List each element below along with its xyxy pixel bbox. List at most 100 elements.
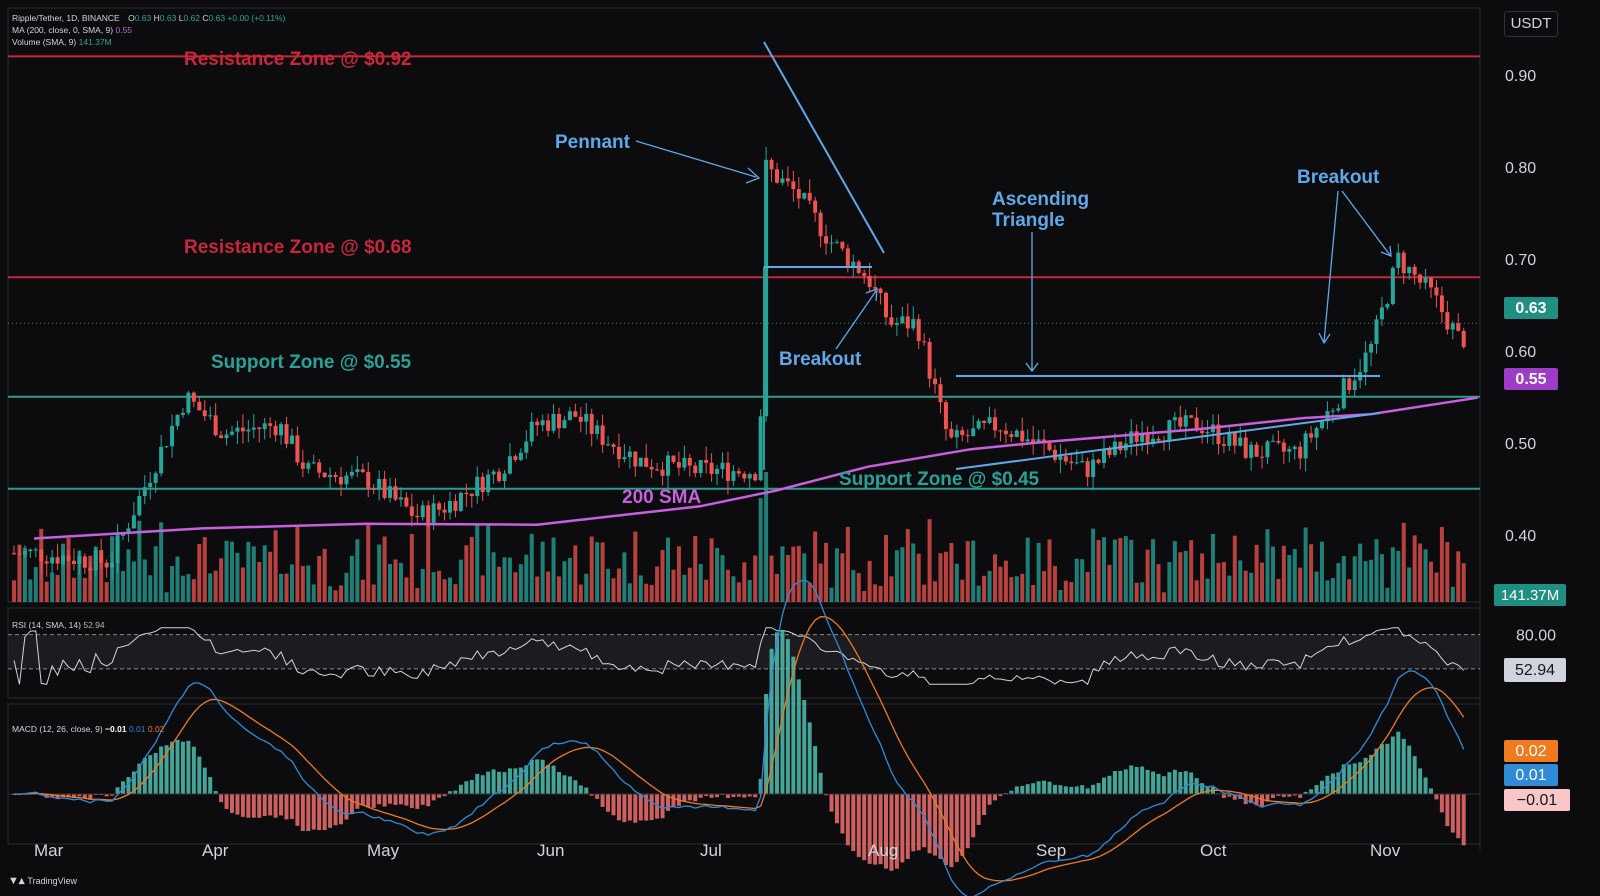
macd-hist-bar bbox=[731, 794, 736, 797]
volume-bar bbox=[420, 568, 425, 602]
volume-bar bbox=[1363, 561, 1368, 602]
candle-body bbox=[437, 503, 442, 510]
volume-bar bbox=[834, 548, 839, 602]
legend-macd: MACD (12, 26, close, 9) −0.01 0.01 0.02 bbox=[12, 724, 164, 734]
candle-body bbox=[44, 561, 49, 564]
legend-macd-label: MACD (12, 26, close, 9) bbox=[12, 724, 103, 734]
macd-hist-bar bbox=[66, 794, 71, 798]
volume-bar bbox=[191, 579, 196, 602]
macd-hist-bar bbox=[257, 794, 262, 818]
volume-bar bbox=[1238, 560, 1243, 602]
candle-body bbox=[540, 420, 545, 426]
volume-bar bbox=[960, 579, 965, 602]
candle-body bbox=[1036, 439, 1041, 442]
candle-body bbox=[1069, 461, 1074, 464]
legend-ma-label: MA (200, close, 0, SMA, 9) bbox=[12, 25, 114, 35]
macd-hist-bar bbox=[616, 794, 621, 821]
volume-bar bbox=[279, 573, 284, 602]
volume-bar bbox=[1336, 563, 1341, 602]
volume-bar bbox=[584, 573, 589, 602]
candle-body bbox=[807, 192, 812, 201]
macd-hist-bar bbox=[1020, 785, 1025, 794]
volume-bar bbox=[1407, 567, 1412, 602]
macd-hist-bar bbox=[1123, 769, 1128, 794]
volume-bar bbox=[475, 524, 480, 602]
volume-bar bbox=[55, 574, 60, 602]
macd-hist-bar bbox=[884, 794, 888, 869]
volume-bar bbox=[464, 545, 469, 602]
candle-body bbox=[736, 471, 741, 474]
candle-body bbox=[1385, 304, 1390, 308]
macd-hist-bar bbox=[922, 794, 927, 848]
macd-hist-bar bbox=[1221, 794, 1226, 798]
volume-bar bbox=[943, 551, 948, 602]
volume-bar bbox=[557, 576, 561, 602]
candle-body bbox=[1270, 440, 1275, 442]
candle-body bbox=[77, 556, 82, 565]
candle-body bbox=[371, 488, 376, 490]
volume-bar bbox=[1009, 577, 1014, 602]
candle-body bbox=[1107, 449, 1112, 456]
rsi-tick-label: 80.00 bbox=[1516, 628, 1556, 645]
volume-bar bbox=[982, 575, 987, 602]
volume-bar bbox=[295, 526, 300, 602]
macd-hist-bar bbox=[987, 794, 992, 805]
sma-line bbox=[33, 396, 1478, 540]
candle-body bbox=[475, 476, 480, 497]
legend-h-value: 0.63 bbox=[159, 13, 177, 23]
candle-body bbox=[731, 471, 736, 481]
candle-body bbox=[17, 553, 22, 555]
volume-bar bbox=[371, 584, 376, 602]
volume-bar bbox=[1358, 543, 1363, 602]
volume-bar bbox=[491, 552, 496, 602]
macd-hist-bar bbox=[1390, 736, 1395, 794]
candle-body bbox=[1183, 415, 1188, 427]
candle-body bbox=[1439, 295, 1444, 313]
macd-hist-bar bbox=[1401, 738, 1406, 794]
macd-hist-bar bbox=[191, 746, 196, 794]
macd-hist-bar bbox=[687, 794, 692, 801]
candle-body bbox=[257, 427, 262, 430]
candle-body bbox=[1085, 461, 1090, 478]
ma-badge-text: 0.55 bbox=[1515, 371, 1546, 388]
macd-hist-bar bbox=[197, 756, 202, 794]
volume-bar bbox=[1309, 544, 1314, 602]
macd-hist-bar bbox=[322, 794, 327, 831]
macd-hist-bar bbox=[251, 794, 256, 818]
candle-body bbox=[491, 471, 496, 475]
candle-body bbox=[1058, 456, 1063, 460]
candle-body bbox=[633, 451, 638, 467]
volume-bar bbox=[1243, 570, 1248, 602]
macd-hist-bar bbox=[170, 741, 175, 794]
macd-hist-bar bbox=[393, 794, 398, 806]
macd-hist-bar bbox=[769, 648, 774, 794]
breakout-arrow-2a bbox=[1318, 190, 1339, 345]
macd-hist-bar bbox=[159, 746, 164, 794]
currency-selector[interactable]: USDT bbox=[1504, 11, 1558, 37]
candle-body bbox=[197, 401, 202, 411]
volume-bar bbox=[1314, 571, 1319, 602]
time-axis[interactable]: Mar Apr May Jun Jul Aug Sep Oct Nov bbox=[34, 841, 1401, 860]
candle-body bbox=[1243, 437, 1248, 458]
volume-bar bbox=[268, 551, 273, 602]
candle-body bbox=[671, 455, 676, 463]
macd-hist-bar bbox=[1112, 771, 1117, 794]
candle-body bbox=[693, 465, 698, 473]
macd-hist-bar bbox=[1287, 794, 1292, 797]
x-tick-label: May bbox=[367, 841, 400, 860]
volume-bar bbox=[202, 537, 207, 602]
candle-body bbox=[1330, 410, 1335, 412]
volume-bar bbox=[311, 584, 316, 602]
volume-bar bbox=[600, 542, 605, 602]
macd-hist-bar bbox=[415, 794, 420, 809]
candle-body bbox=[317, 462, 322, 473]
macd-hist-bar bbox=[791, 656, 796, 794]
volume-bar bbox=[1200, 553, 1205, 602]
volume-bar bbox=[1260, 562, 1265, 602]
price-axis[interactable]: 0.40 0.50 0.60 0.70 0.80 0.90 bbox=[1505, 68, 1536, 545]
macd-hist-bar bbox=[1009, 790, 1014, 794]
macd-hist-bar bbox=[1423, 777, 1428, 794]
candle-body bbox=[22, 551, 27, 555]
candle-body bbox=[1221, 444, 1226, 446]
